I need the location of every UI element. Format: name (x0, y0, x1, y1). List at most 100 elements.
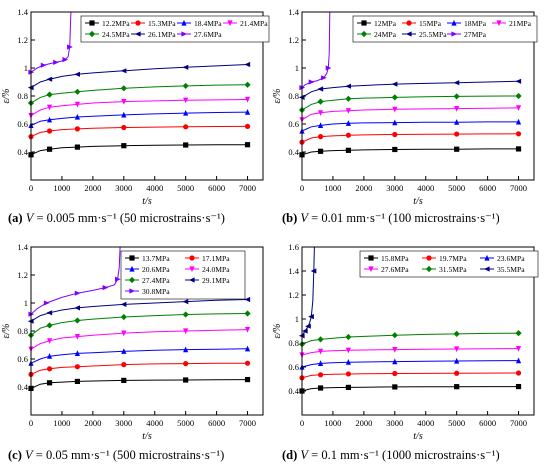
data-point-c-3-2 (46, 338, 53, 344)
x-tick-label-b-5: 5000 (448, 183, 465, 193)
data-point-b-6-2 (308, 79, 315, 85)
data-point-b-5-4 (345, 83, 351, 89)
data-point-c-0-0 (28, 385, 34, 391)
data-point-a-4-2 (46, 91, 53, 98)
data-point-a-4-4 (74, 88, 81, 95)
series-a-3 (28, 96, 251, 119)
y-tick-label-d-1: 0.6 (288, 362, 299, 372)
data-point-d-3-6 (392, 347, 398, 353)
caption-c-text: = 0.05 mm·s⁻¹ (500 microstrains·s⁻¹) (32, 448, 225, 462)
data-point-b-0-2 (317, 148, 324, 154)
x-tick-label-d-7: 7000 (510, 418, 527, 428)
y-tick-label-a-0: 0.4 (17, 147, 28, 157)
x-tick-label-d-5: 5000 (448, 418, 465, 428)
legend-marker-d-0 (368, 255, 374, 261)
x-tick-label-d-3: 3000 (386, 418, 403, 428)
data-point-a-2-8 (183, 109, 189, 116)
data-point-a-4-8 (182, 82, 189, 90)
data-point-a-3-2 (46, 104, 53, 111)
data-point-b-4-0 (298, 106, 306, 114)
data-point-d-3-4 (345, 347, 351, 354)
x-tick-label-d-0: 0 (300, 418, 304, 428)
x-tick-label-b-1: 1000 (324, 183, 341, 193)
y-tick-label-c-2: 0.8 (17, 326, 28, 336)
legend-label-c-3: 24.0MPa (202, 265, 230, 274)
x-tick-label-a-0: 0 (29, 183, 33, 193)
legend-marker-a-4 (88, 30, 96, 38)
data-point-b-4-8 (453, 93, 460, 100)
series-line-d-4 (301, 332, 519, 345)
data-point-b-6-6 (325, 65, 332, 71)
data-point-c-3-6 (121, 330, 127, 337)
data-point-b-6-0 (299, 85, 306, 91)
y-tick-label-d-4: 1.2 (288, 290, 299, 300)
data-point-d-4-8 (453, 330, 460, 337)
data-point-c-1-8 (183, 361, 189, 367)
series-b-3 (299, 105, 522, 123)
series-b-4 (298, 92, 522, 114)
data-point-d-0-6 (392, 384, 398, 390)
data-point-b-3-10 (515, 105, 522, 111)
x-tick-label-c-1: 1000 (53, 418, 70, 428)
series-d-1 (299, 370, 522, 381)
y-tick-label-a-3: 1 (24, 63, 28, 73)
series-c-1 (28, 360, 251, 377)
data-point-a-0-2 (46, 146, 53, 152)
caption-b-v: V (300, 211, 309, 225)
legend-label-b-4: 24MPa (374, 30, 397, 39)
series-line-a-4 (30, 84, 248, 104)
y-tick-label-c-3: 1 (24, 298, 28, 308)
y-tick-label-b-1: 0.6 (288, 119, 299, 129)
data-point-a-2-2 (46, 116, 53, 123)
data-point-a-0-4 (74, 144, 80, 150)
data-point-a-3-8 (183, 97, 189, 104)
legend-label-c-4: 27.4MPa (142, 276, 170, 285)
legend-marker-b-4 (360, 30, 368, 38)
x-axis-label-d: t/s (413, 431, 423, 442)
data-point-b-1-4 (345, 132, 351, 138)
data-point-d-5-8 (310, 268, 317, 274)
data-point-a-6-6 (62, 57, 69, 63)
legend-label-a-3: 21.4MPa (240, 19, 268, 28)
y-tick-label-d-3: 1 (295, 314, 299, 324)
data-point-c-2-0 (28, 360, 34, 366)
legend-label-a-0: 12.2MPa (102, 19, 130, 28)
series-line-a-5 (30, 64, 248, 89)
series-line-c-5 (30, 299, 248, 322)
series-line-b-0 (301, 148, 519, 156)
legend-marker-c-0 (129, 255, 135, 261)
series-c-6 (28, 246, 121, 317)
data-point-c-4-0 (27, 332, 35, 339)
series-line-c-4 (30, 313, 248, 336)
caption-c: (c) V = 0.05 mm·s⁻¹ (500 microstrains·s⁻… (8, 447, 224, 463)
x-tick-label-a-2: 2000 (84, 183, 101, 193)
data-point-c-4-8 (182, 311, 189, 318)
series-a-5 (27, 61, 251, 91)
series-a-6 (28, 11, 73, 75)
data-point-b-0-6 (392, 146, 398, 153)
data-point-c-5-10 (244, 296, 251, 303)
x-axis-label-a: t/s (142, 196, 152, 207)
plot-frame-c (30, 246, 264, 416)
data-point-a-3-4 (74, 101, 80, 108)
data-point-c-2-8 (183, 346, 189, 353)
data-point-d-1-6 (392, 370, 398, 377)
series-a-0 (28, 142, 251, 158)
data-point-d-5-4 (305, 323, 311, 329)
y-tick-label-a-1: 0.6 (17, 119, 28, 129)
y-axis-label-a: ε/% (1, 88, 12, 103)
y-tick-label-a-4: 1.2 (17, 35, 28, 45)
data-point-c-5-6 (120, 301, 127, 307)
series-b-0 (299, 146, 522, 158)
series-line-d-3 (301, 348, 519, 356)
series-d-2 (299, 357, 522, 370)
data-point-a-4-6 (120, 85, 127, 92)
data-point-c-1-2 (46, 366, 53, 372)
data-point-c-6-2 (43, 300, 50, 306)
data-point-a-2-0 (28, 122, 34, 128)
data-point-a-2-4 (74, 113, 80, 120)
series-line-a-6 (30, 11, 72, 73)
x-tick-label-b-7: 7000 (510, 183, 527, 193)
x-tick-label-a-1: 1000 (53, 183, 70, 193)
